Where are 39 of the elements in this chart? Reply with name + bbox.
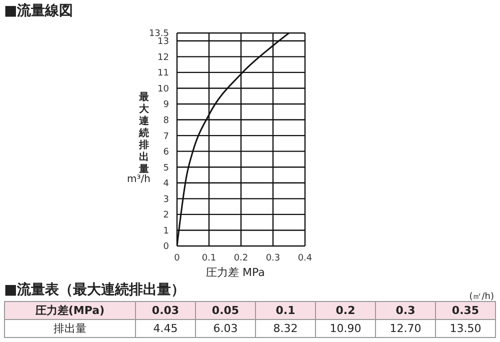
x-tick-label: 0.1 bbox=[202, 253, 216, 264]
y-tick-label: 4 bbox=[163, 179, 170, 190]
y-tick-label: 1 bbox=[163, 226, 169, 236]
y-tick-label: 12 bbox=[158, 52, 169, 63]
x-tick-label: 0.2 bbox=[234, 253, 248, 264]
text: 4.45 bbox=[136, 320, 196, 338]
y-tick-label: 9 bbox=[163, 100, 170, 110]
text: 0.35 bbox=[436, 302, 496, 320]
text: (㎥/h) bbox=[469, 291, 494, 303]
text: 0.2 bbox=[316, 302, 376, 320]
text: 8.32 bbox=[256, 320, 316, 338]
y-tick-label: 3 bbox=[163, 194, 169, 205]
y-axis-title: 最大連続排出量 bbox=[138, 92, 149, 175]
x-tick-label: 0.3 bbox=[266, 253, 280, 264]
text: 0.03 bbox=[136, 302, 196, 320]
text: 0.3 bbox=[376, 302, 436, 320]
text: 13.50 bbox=[436, 320, 496, 338]
y-tick-label: 5 bbox=[163, 163, 169, 174]
y-tick-label: 11 bbox=[158, 68, 169, 79]
x-tick-label: 0.4 bbox=[298, 253, 312, 264]
x-axis-title: 圧力差 MPa bbox=[206, 265, 265, 280]
text: 0.05 bbox=[196, 302, 256, 320]
y-tick-label: 6 bbox=[163, 148, 170, 158]
text: ■流量表（最大連続排出量） bbox=[4, 281, 186, 299]
y-tick-label: 7 bbox=[163, 132, 169, 142]
text: m³/h bbox=[127, 174, 150, 185]
y-tick-label: 2 bbox=[163, 210, 169, 221]
y-tick-label: 8 bbox=[163, 116, 170, 126]
text: 10.90 bbox=[316, 320, 376, 338]
text: 12.70 bbox=[376, 320, 436, 338]
text: ■流量線図 bbox=[4, 2, 74, 20]
text: 排出量 bbox=[4, 320, 136, 338]
x-tick-label: 0 bbox=[174, 253, 180, 264]
text: 6.03 bbox=[196, 320, 256, 338]
text: 圧力差(MPa) bbox=[4, 302, 136, 320]
y-tick-label: 10 bbox=[158, 84, 170, 94]
text: 0.1 bbox=[256, 302, 316, 320]
y-tick-label: 0 bbox=[163, 242, 170, 252]
y-tick-label: 13 bbox=[158, 37, 169, 48]
